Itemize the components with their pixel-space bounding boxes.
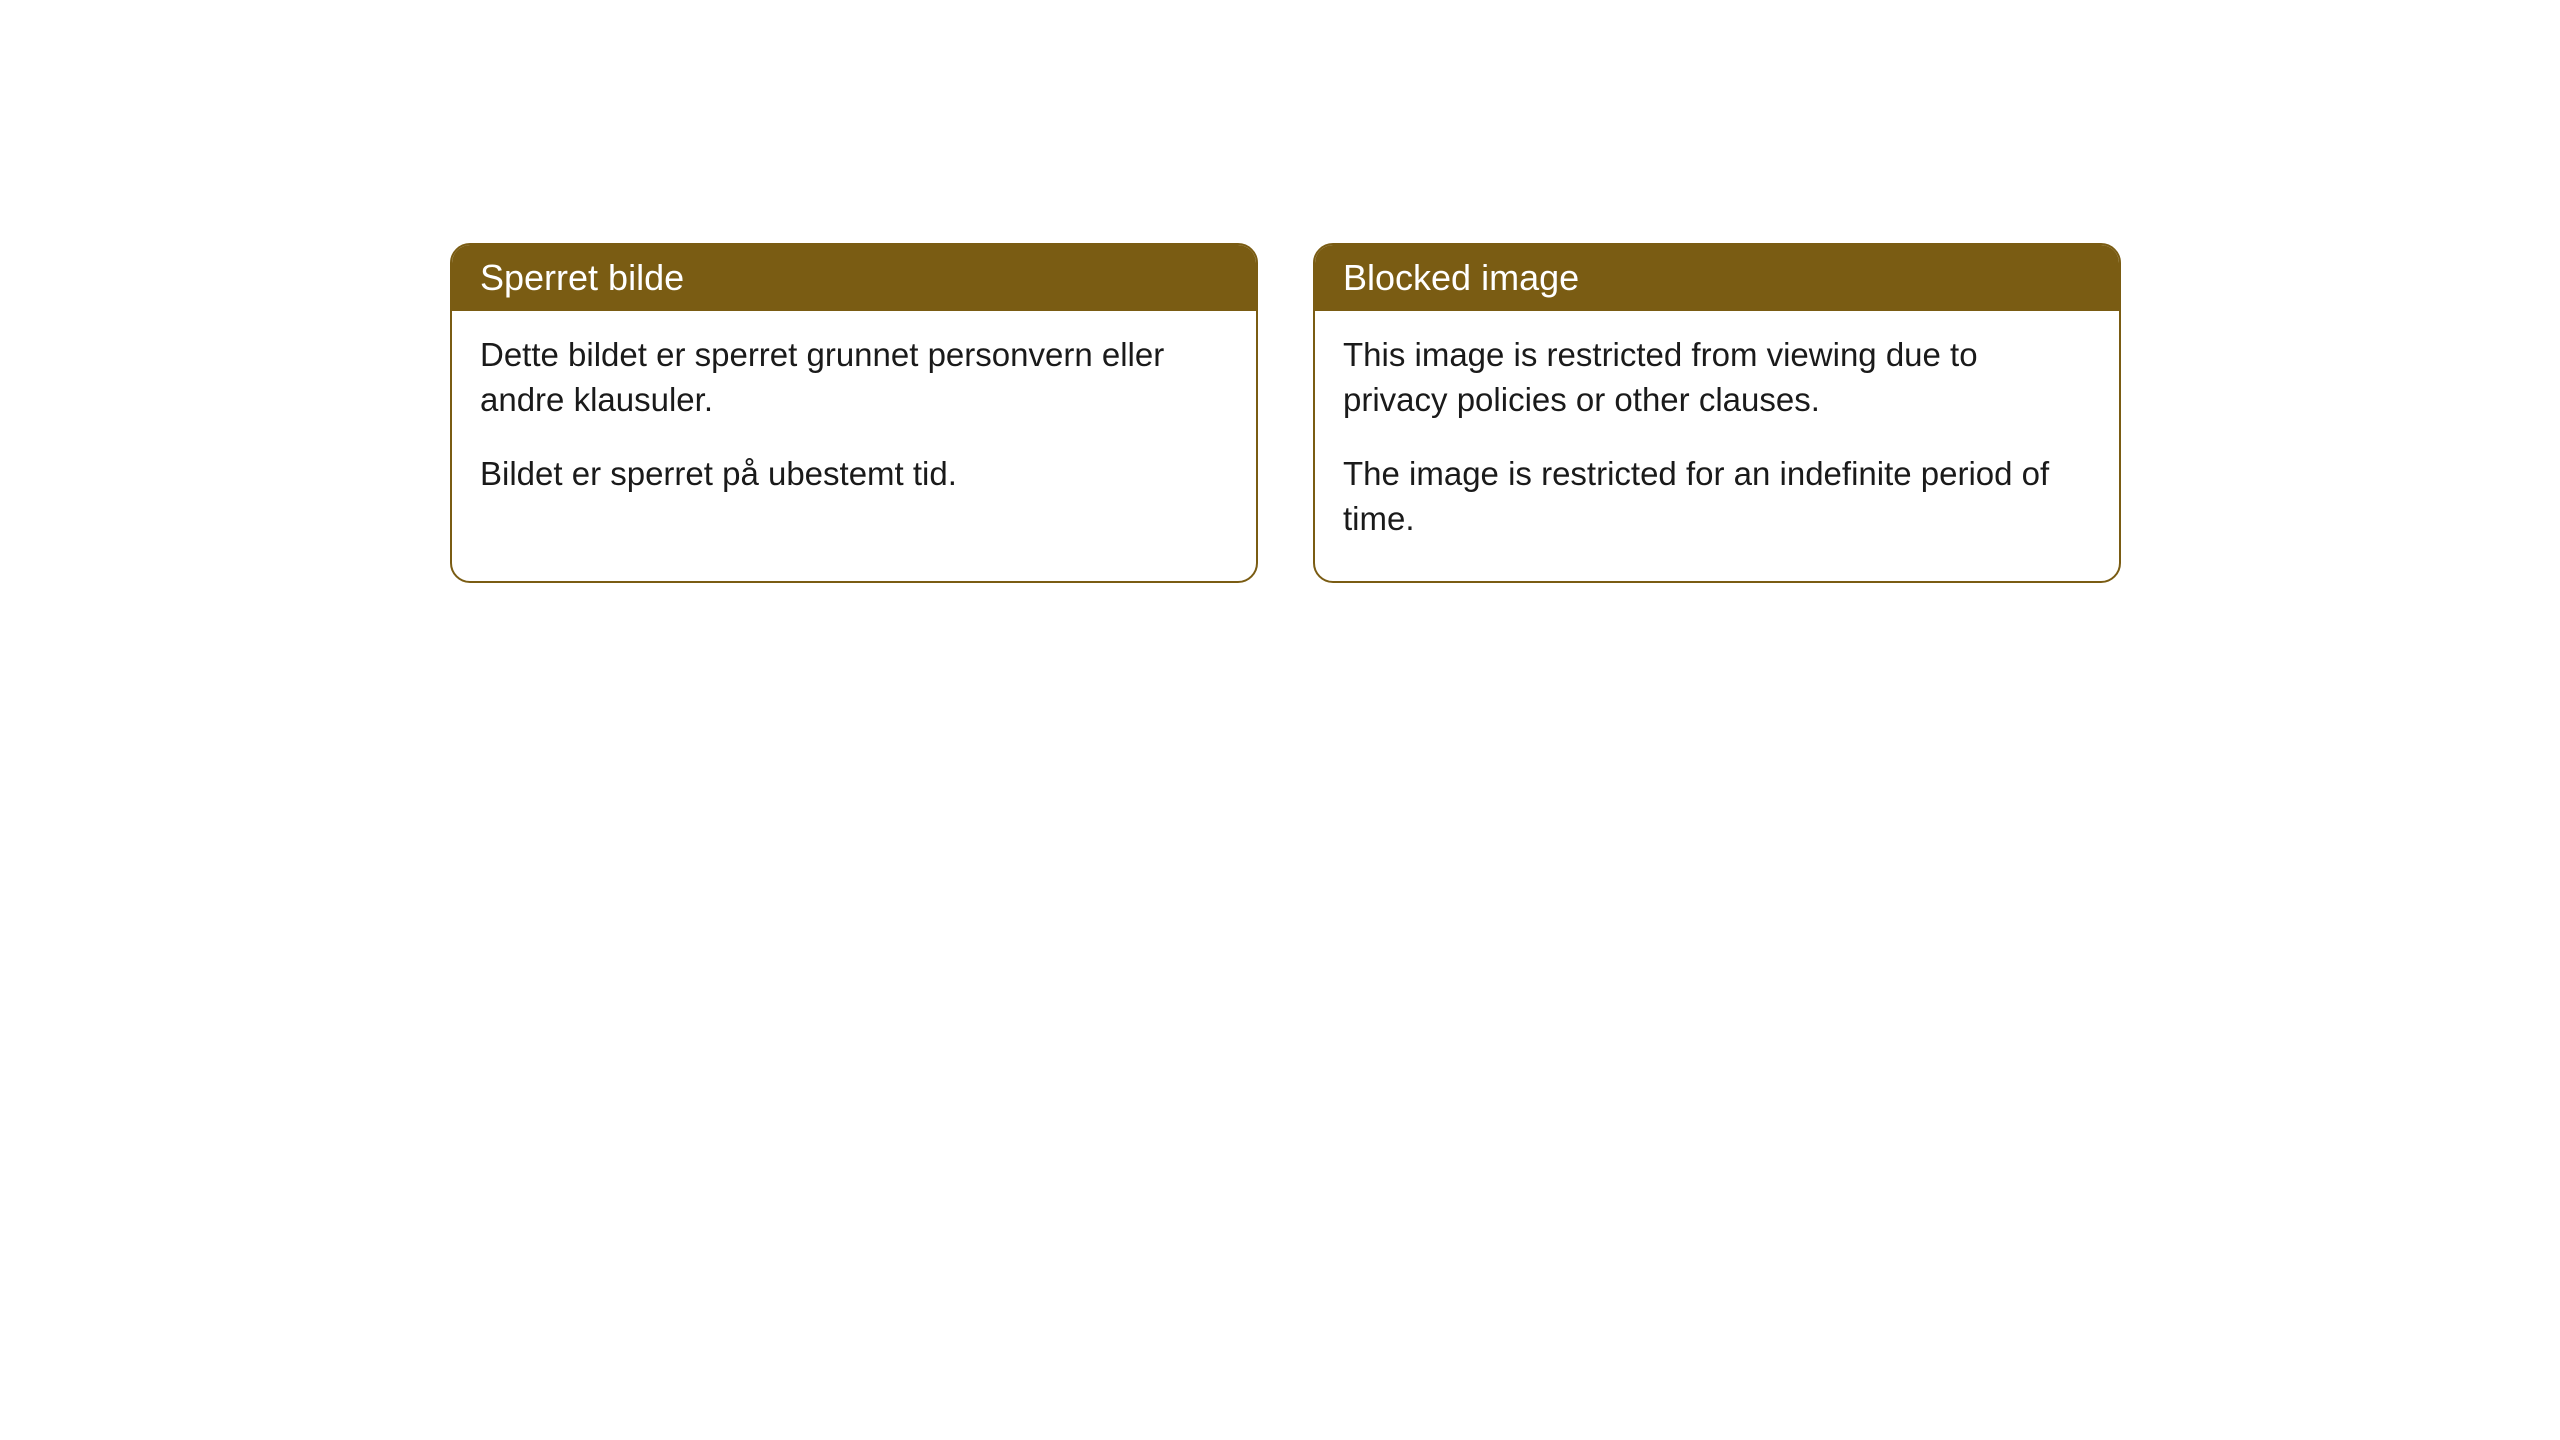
card-title: Blocked image [1343, 257, 1579, 298]
card-paragraph: Bildet er sperret på ubestemt tid. [480, 452, 1228, 497]
card-title: Sperret bilde [480, 257, 684, 298]
card-header-english: Blocked image [1315, 245, 2119, 311]
notice-card-english: Blocked image This image is restricted f… [1313, 243, 2121, 583]
notice-card-norwegian: Sperret bilde Dette bildet er sperret gr… [450, 243, 1258, 583]
card-paragraph: Dette bildet er sperret grunnet personve… [480, 333, 1228, 422]
card-header-norwegian: Sperret bilde [452, 245, 1256, 311]
notice-cards-container: Sperret bilde Dette bildet er sperret gr… [450, 243, 2121, 583]
card-paragraph: This image is restricted from viewing du… [1343, 333, 2091, 422]
card-paragraph: The image is restricted for an indefinit… [1343, 452, 2091, 541]
card-body-english: This image is restricted from viewing du… [1315, 311, 2119, 581]
card-body-norwegian: Dette bildet er sperret grunnet personve… [452, 311, 1256, 537]
